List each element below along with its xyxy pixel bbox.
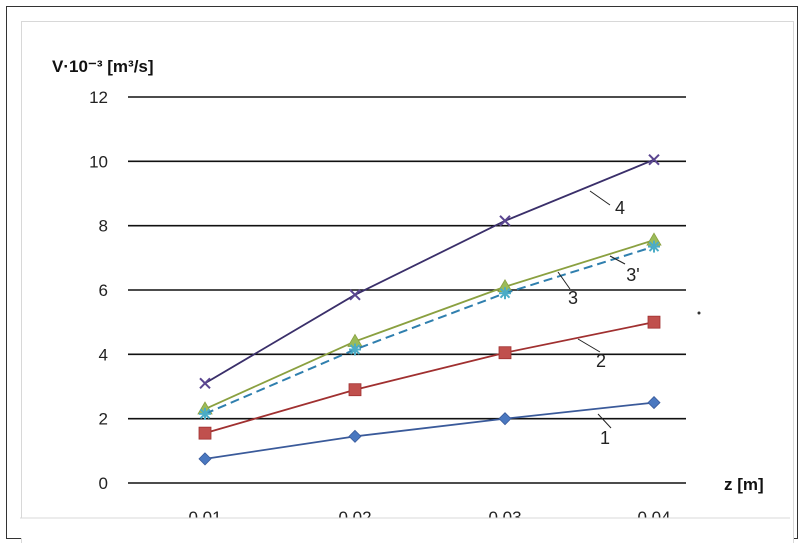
leader-line bbox=[557, 271, 571, 290]
x-axis-label: z [m] bbox=[724, 475, 764, 494]
chart-area bbox=[21, 21, 794, 543]
stray-dot bbox=[697, 311, 701, 315]
series-4 bbox=[199, 154, 660, 389]
y-axis-label: V·10⁻³ [m³/s] bbox=[52, 57, 154, 76]
point-stroke bbox=[349, 344, 361, 355]
curve-label: 4 bbox=[615, 198, 625, 218]
data-point bbox=[199, 407, 211, 420]
data-point bbox=[348, 383, 362, 397]
point-stroke bbox=[648, 241, 660, 252]
curve-labels: 1 2 3 3' 4 bbox=[557, 190, 701, 448]
curve-label: 1 bbox=[600, 428, 610, 448]
data-point bbox=[647, 315, 661, 329]
y-tick-label: 10 bbox=[89, 152, 108, 171]
point-stroke bbox=[499, 215, 511, 227]
series-line bbox=[204, 321, 655, 435]
data-point bbox=[198, 452, 212, 466]
data-point bbox=[648, 240, 660, 253]
series-line bbox=[204, 401, 655, 460]
leader-line bbox=[597, 413, 612, 429]
y-tick-label: 12 bbox=[89, 88, 108, 107]
data-point bbox=[498, 412, 512, 426]
leader-line bbox=[609, 255, 626, 265]
data-point bbox=[499, 215, 511, 227]
leader-line bbox=[589, 190, 611, 206]
data-point bbox=[648, 154, 660, 166]
curve-label: 2 bbox=[596, 351, 606, 371]
point-stroke bbox=[349, 289, 361, 301]
point-stroke bbox=[199, 377, 211, 389]
y-tick-label: 8 bbox=[99, 217, 108, 236]
y-tick-label: 2 bbox=[99, 410, 108, 429]
figure-frame bbox=[6, 6, 798, 543]
curve-label: 3' bbox=[626, 265, 639, 285]
gridlines bbox=[128, 96, 686, 484]
series-3prime bbox=[199, 240, 660, 420]
series-group bbox=[197, 154, 662, 466]
y-tick-label: 4 bbox=[99, 345, 108, 364]
series-line bbox=[204, 245, 655, 415]
data-point bbox=[647, 396, 661, 410]
curve-label: 3 bbox=[568, 288, 578, 308]
data-point bbox=[348, 429, 362, 443]
series-3 bbox=[197, 232, 662, 415]
series-line bbox=[204, 239, 655, 410]
leader-line bbox=[577, 338, 601, 353]
y-tick-label: 6 bbox=[99, 281, 108, 300]
series-line bbox=[204, 158, 655, 385]
point-stroke bbox=[199, 408, 211, 420]
point-stroke bbox=[648, 154, 660, 166]
data-point bbox=[198, 426, 212, 440]
data-point bbox=[349, 343, 361, 356]
data-point bbox=[199, 377, 211, 389]
y-tick-label: 0 bbox=[99, 474, 108, 493]
data-point bbox=[499, 287, 511, 300]
series-1 bbox=[198, 396, 661, 466]
data-point bbox=[349, 289, 361, 301]
label-clip-strip bbox=[20, 518, 790, 538]
x-tick-labels: 0.010.020.030.04 bbox=[20, 508, 790, 538]
y-tick-labels: 0 2 4 6 8 10 12 bbox=[89, 88, 108, 493]
data-point bbox=[498, 346, 512, 360]
series-2 bbox=[198, 315, 661, 440]
point-stroke bbox=[499, 288, 511, 299]
